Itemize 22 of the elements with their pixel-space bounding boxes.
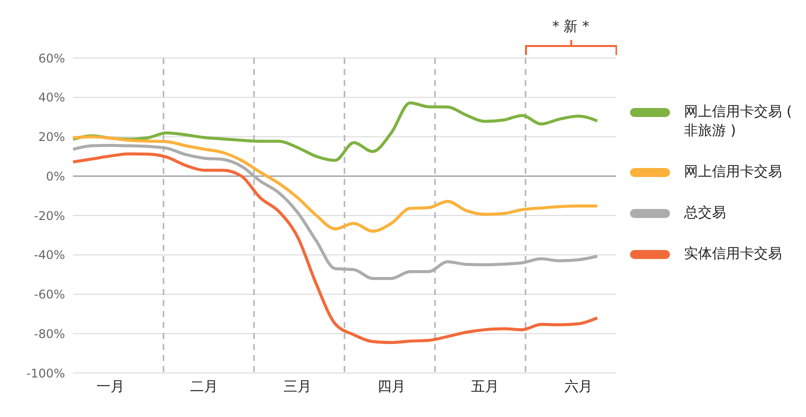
- y-tick-label: -80%: [34, 326, 65, 341]
- y-tick-label: 0%: [46, 169, 65, 184]
- line-series: [72, 152, 599, 344]
- legend-label: 网上信用卡交易 ( 非旅游 ): [684, 103, 793, 141]
- x-tick-label: 五月: [470, 378, 499, 395]
- text: * 新 *: [551, 18, 590, 36]
- y-tick-label: -100%: [26, 366, 65, 380]
- y-tick-label: -40%: [34, 248, 65, 262]
- x-tick-label: 六月: [564, 378, 593, 395]
- x-tick-label: 三月: [284, 378, 312, 395]
- y-tick-label: 60%: [38, 51, 65, 66]
- x-tick-label: 四月: [377, 378, 406, 395]
- line-series: [72, 135, 599, 233]
- y-tick-label: -60%: [34, 288, 65, 302]
- y-tick-label: -20%: [34, 208, 65, 223]
- legend-label: 实体信用卡交易: [684, 245, 783, 264]
- x-tick-label: 一月: [96, 378, 124, 395]
- legend-label: 总交易: [684, 204, 727, 223]
- y-tick-label: 20%: [38, 130, 65, 144]
- y-tick-label: 40%: [38, 90, 65, 105]
- legend-label: 网上信用卡交易: [684, 163, 783, 182]
- x-tick-label: 二月: [190, 378, 218, 395]
